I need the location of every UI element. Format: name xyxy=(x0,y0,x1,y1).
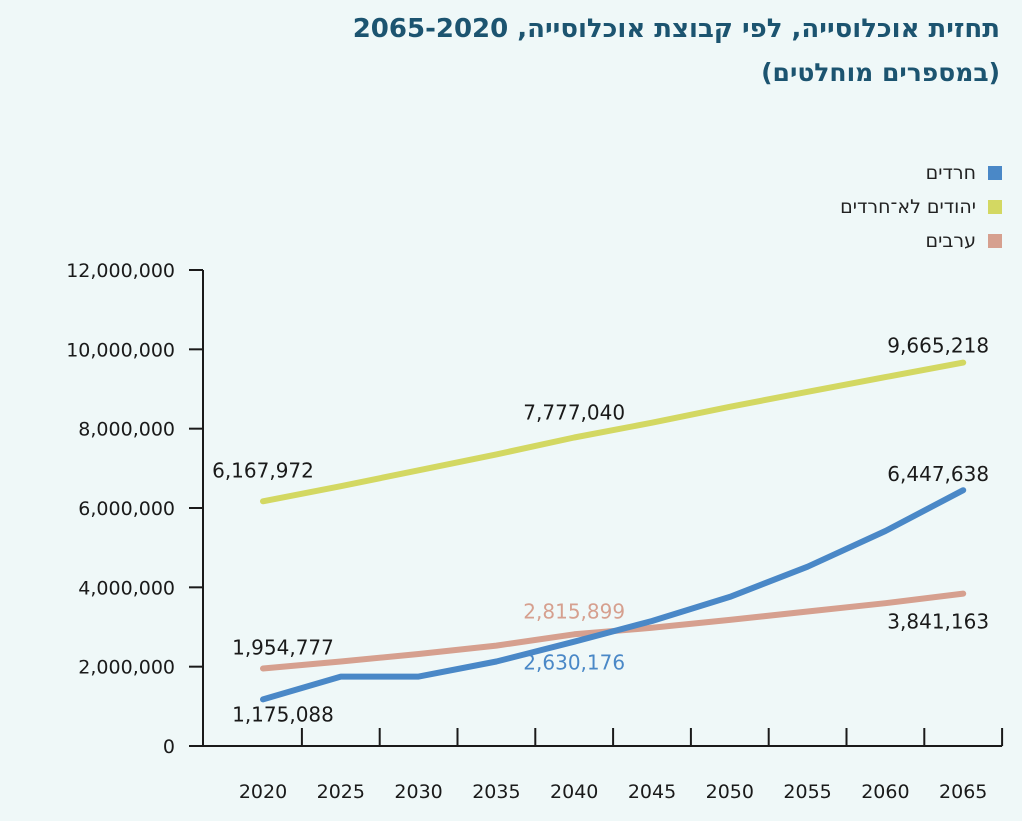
x-tick-label: 2045 xyxy=(628,781,676,803)
data-label: 1,954,777 xyxy=(232,635,334,659)
legend: חרדים יהודים לא־חרדים ערבים xyxy=(840,156,1002,258)
x-tick-label: 2065 xyxy=(939,781,987,803)
series-line-0 xyxy=(260,487,967,703)
y-tick-label: 8,000,000 xyxy=(78,419,175,441)
legend-item-haredim: חרדים xyxy=(840,156,1002,190)
legend-item-arabs: ערבים xyxy=(840,224,1002,258)
data-label: 6,167,972 xyxy=(212,458,314,482)
legend-label-haredim: חרדים xyxy=(925,162,976,184)
legend-label-non-haredi-jews: יהודים לא־חרדים xyxy=(840,196,976,218)
data-label: 6,447,638 xyxy=(887,462,989,486)
series-line-1 xyxy=(260,359,967,505)
x-tick-label: 2055 xyxy=(783,781,831,803)
legend-label-arabs: ערבים xyxy=(925,230,976,252)
y-tick-label: 4,000,000 xyxy=(78,577,175,599)
data-label: 7,777,040 xyxy=(523,401,625,425)
data-label: 2,815,899 xyxy=(523,599,625,623)
y-tick-label: 2,000,000 xyxy=(78,657,175,679)
chart-title: תחזית אוכלוסייה, לפי קבוצת אוכלוסייה, 20… xyxy=(352,14,1000,44)
chart-subtitle: (במספרים מוחלטים) xyxy=(761,58,1000,87)
y-tick-label: 12,000,000 xyxy=(66,260,175,282)
data-label: 1,175,088 xyxy=(232,702,334,726)
y-tick-label: 6,000,000 xyxy=(78,498,175,520)
legend-swatch-arabs xyxy=(988,234,1002,248)
data-label: 3,841,163 xyxy=(887,610,989,634)
data-label: 9,665,218 xyxy=(887,334,989,358)
legend-swatch-non-haredi-jews xyxy=(988,200,1002,214)
y-tick-label: 0 xyxy=(163,736,175,758)
x-tick-label: 2030 xyxy=(394,781,442,803)
x-tick-label: 2025 xyxy=(317,781,365,803)
x-tick-label: 2050 xyxy=(706,781,754,803)
legend-swatch-haredim xyxy=(988,166,1002,180)
x-tick-label: 2060 xyxy=(861,781,909,803)
y-tick-label: 10,000,000 xyxy=(66,339,175,361)
x-tick-label: 2035 xyxy=(472,781,520,803)
x-tick-label: 2040 xyxy=(550,781,598,803)
data-label: 2,630,176 xyxy=(523,651,625,675)
legend-item-non-haredi-jews: יהודים לא־חרדים xyxy=(840,190,1002,224)
x-tick-label: 2020 xyxy=(239,781,287,803)
